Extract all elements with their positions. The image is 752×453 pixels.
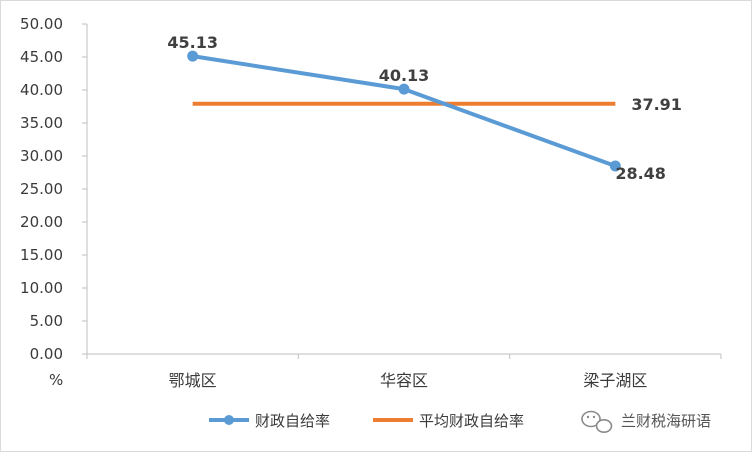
ratio-value-label: 40.13 bbox=[379, 66, 430, 85]
legend-label-ratio: 财政自给率 bbox=[255, 412, 330, 430]
category-label: 华容区 bbox=[380, 371, 428, 390]
watermark: 兰财税海研语 bbox=[581, 410, 711, 433]
y-tick-label: 40.00 bbox=[20, 81, 63, 99]
y-tick-label: 5.00 bbox=[30, 312, 63, 330]
y-tick-label: 25.00 bbox=[20, 180, 63, 198]
y-tick-label: 50.00 bbox=[20, 15, 63, 33]
y-tick-label: 0.00 bbox=[30, 345, 63, 363]
ratio-data-point bbox=[187, 50, 199, 62]
ratio-value-label: 28.48 bbox=[615, 164, 666, 183]
ratio-data-point bbox=[398, 83, 410, 95]
y-tick-labels: 0.00 5.00 10.00 15.00 20.00 25.00 30.00 35.00 40… bbox=[20, 15, 63, 363]
y-tick-label: 45.00 bbox=[20, 48, 63, 66]
legend-label-average: 平均财政自给率 bbox=[419, 412, 524, 430]
axes bbox=[82, 23, 722, 359]
y-tick-label: 15.00 bbox=[20, 246, 63, 264]
data-labels: 37.91 45.13 40.13 28.48 bbox=[167, 33, 682, 183]
legend-item-average[interactable]: 平均财政自给率 bbox=[373, 412, 524, 430]
legend: 财政自给率 平均财政自给率 bbox=[209, 412, 524, 430]
category-label: 梁子湖区 bbox=[583, 371, 647, 390]
y-tick-label: 20.00 bbox=[20, 213, 63, 231]
legend-marker-ratio bbox=[224, 415, 234, 425]
y-tick-label: 35.00 bbox=[20, 114, 63, 132]
y-tick-label: 30.00 bbox=[20, 147, 63, 165]
category-label: 鄂城区 bbox=[169, 371, 217, 390]
wechat-icon bbox=[581, 410, 613, 433]
ratio-value-label: 45.13 bbox=[167, 33, 218, 52]
average-value-label: 37.91 bbox=[631, 95, 682, 114]
y-tick-label: 10.00 bbox=[20, 279, 63, 297]
series-layer bbox=[187, 50, 621, 172]
legend-item-ratio[interactable]: 财政自给率 bbox=[209, 412, 330, 430]
category-labels: 鄂城区 华容区 梁子湖区 bbox=[169, 371, 648, 390]
ratio-data-point bbox=[609, 160, 621, 172]
watermark-text: 兰财税海研语 bbox=[621, 412, 711, 430]
y-axis-unit-label: % bbox=[49, 371, 63, 389]
